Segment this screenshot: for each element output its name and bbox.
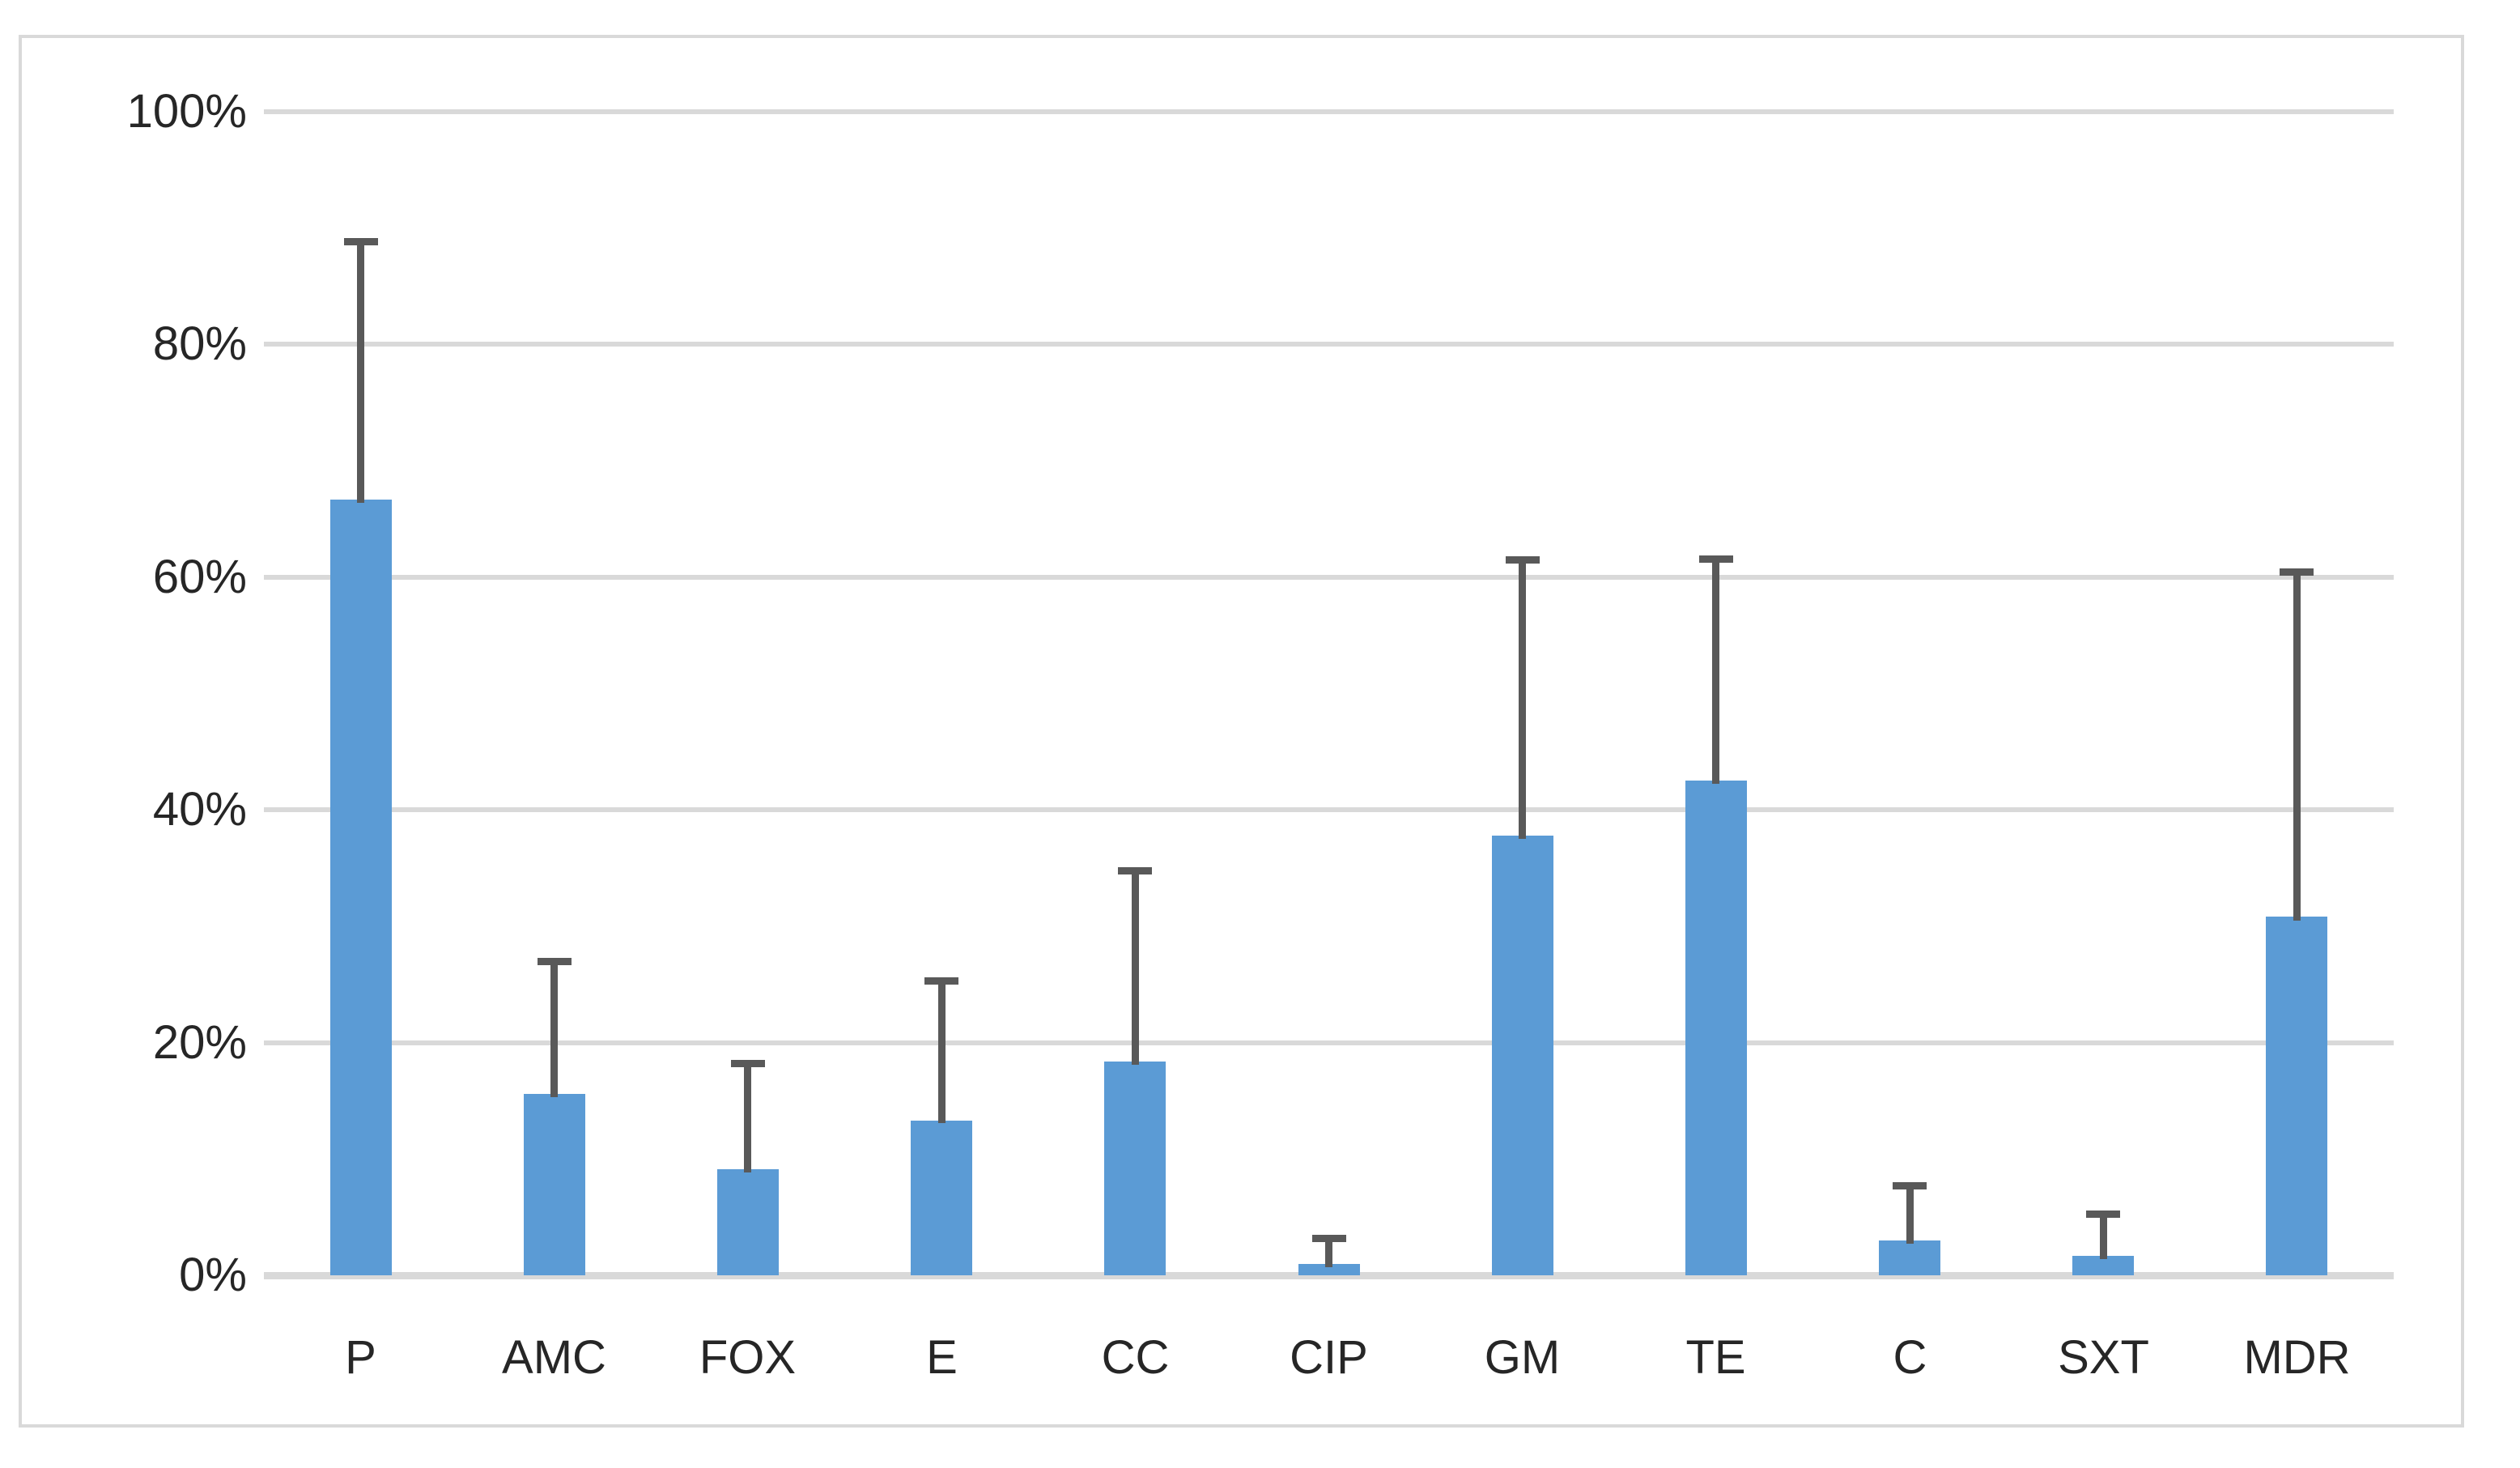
bar-SXT (2072, 1256, 2134, 1275)
error-bar-GM (1519, 560, 1526, 839)
error-bar-cap-GM (1506, 556, 1540, 564)
y-tick-label-80%: 80% (152, 317, 247, 370)
error-bar-SXT (2100, 1214, 2107, 1259)
x-axis-label-FOX: FOX (699, 1331, 797, 1384)
error-bar-cap-SXT (2086, 1211, 2120, 1218)
gridline-20% (264, 1040, 2394, 1045)
gridline-60% (264, 575, 2394, 580)
error-bar-cap-C (1893, 1182, 1927, 1189)
error-bar-C (1906, 1185, 1914, 1244)
error-bar-cap-TE (1699, 555, 1733, 563)
error-bar-cap-CIP (1312, 1235, 1346, 1242)
error-bar-TE (1712, 559, 1719, 784)
bar-GM (1492, 836, 1553, 1275)
bar-TE (1685, 781, 1747, 1275)
x-axis-label-CC: CC (1101, 1331, 1170, 1384)
bar-AMC (524, 1094, 585, 1275)
error-bar-AMC (550, 961, 558, 1097)
x-axis-label-CIP: CIP (1290, 1331, 1368, 1384)
bar-CIP (1298, 1264, 1360, 1275)
y-tick-label-20%: 20% (152, 1016, 247, 1069)
x-axis-label-C: C (1893, 1331, 1927, 1384)
x-axis-label-SXT: SXT (2058, 1331, 2149, 1384)
error-bar-cap-E (924, 977, 958, 985)
error-bar-FOX (744, 1063, 751, 1172)
bar-C (1879, 1240, 1940, 1275)
error-bar-cap-FOX (731, 1060, 765, 1067)
error-bar-cap-MDR (2280, 568, 2314, 576)
x-axis-label-GM: GM (1484, 1331, 1561, 1384)
x-axis-label-P: P (345, 1331, 376, 1384)
y-tick-label-60%: 60% (152, 551, 247, 603)
bar-CC (1104, 1062, 1166, 1275)
x-axis-label-MDR: MDR (2243, 1331, 2351, 1384)
x-axis-line (264, 1272, 2394, 1279)
error-bar-cap-AMC (538, 958, 572, 965)
y-tick-label-100%: 100% (126, 85, 247, 138)
error-bar-P (357, 241, 364, 503)
error-bar-E (938, 981, 946, 1123)
error-bar-cap-P (344, 238, 378, 245)
error-bar-MDR (2293, 572, 2301, 921)
bar-E (911, 1121, 972, 1275)
bar-MDR (2266, 917, 2327, 1275)
y-tick-label-40%: 40% (152, 783, 247, 836)
error-bar-CC (1132, 870, 1139, 1065)
gridline-80% (264, 342, 2394, 347)
bar-P (330, 500, 392, 1275)
bar-FOX (717, 1169, 779, 1275)
error-bar-CIP (1325, 1238, 1332, 1267)
gridline-40% (264, 807, 2394, 812)
x-axis-label-TE: TE (1685, 1331, 1746, 1384)
x-axis-label-AMC: AMC (502, 1331, 606, 1384)
gridline-100% (264, 109, 2394, 114)
chart-frame (19, 35, 2464, 1428)
y-tick-label-0%: 0% (179, 1249, 247, 1301)
x-axis-label-E: E (926, 1331, 958, 1384)
error-bar-cap-CC (1118, 867, 1152, 874)
